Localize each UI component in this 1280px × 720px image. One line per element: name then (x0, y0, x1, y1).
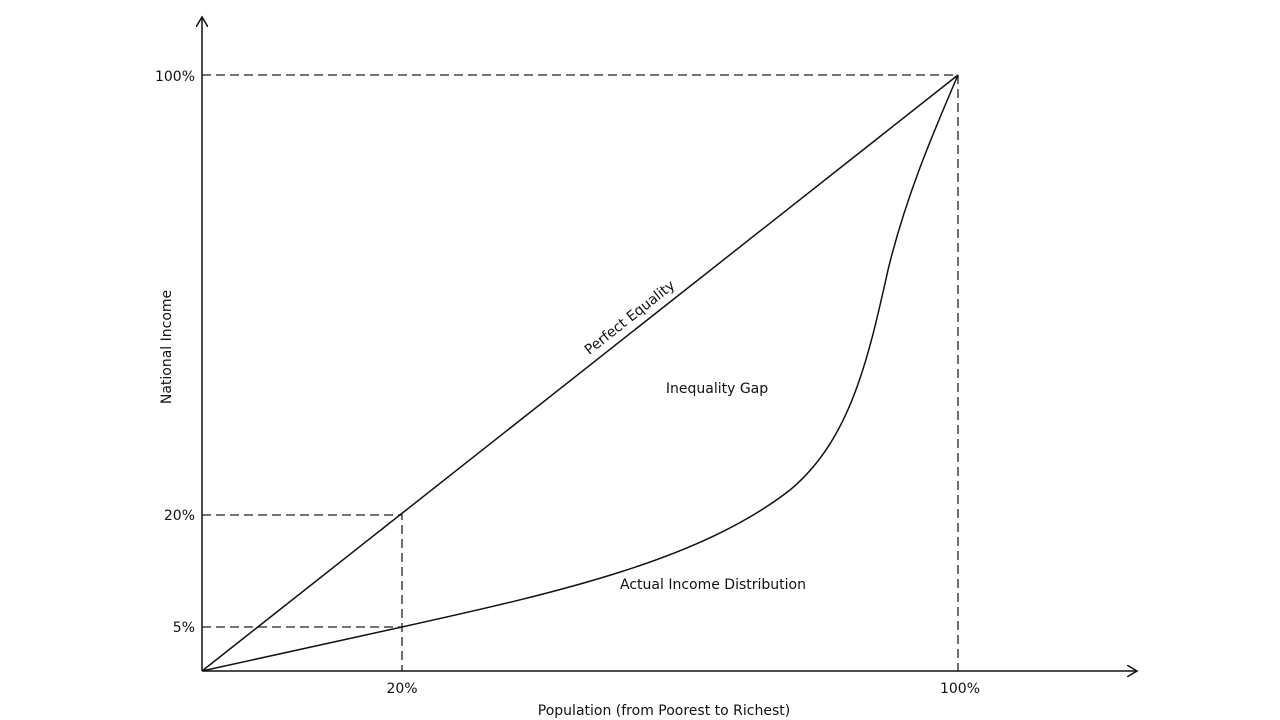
x-tick-label: 20% (386, 681, 417, 697)
equality-label: Perfect Equality (582, 278, 678, 359)
y-axis-label: National Income (159, 290, 175, 404)
y-tick-label: 20% (164, 508, 195, 524)
y-tick-label: 100% (155, 69, 195, 85)
lorenz-curve (201, 74, 959, 672)
x-tick-label: 100% (940, 681, 980, 697)
y-tick-label: 5% (173, 620, 195, 636)
actual-label: Actual Income Distribution (620, 577, 806, 593)
x-axis-label: Population (from Poorest to Richest) (538, 703, 790, 719)
equality-line (201, 74, 959, 672)
gap-label: Inequality Gap (666, 381, 768, 397)
guide-20 (202, 514, 403, 671)
